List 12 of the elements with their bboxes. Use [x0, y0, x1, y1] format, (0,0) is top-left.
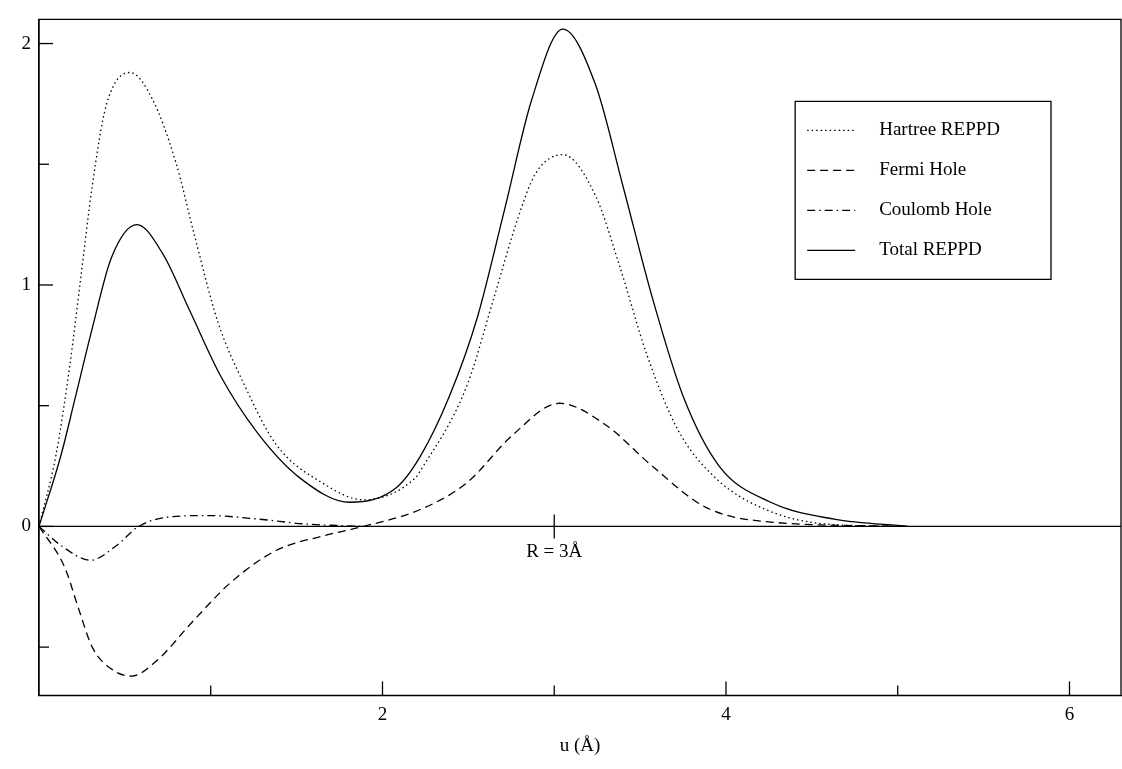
x-tick-label: 2	[377, 702, 388, 724]
x-tick-label: 4	[721, 702, 732, 724]
x-axis-title: u (Å)	[559, 733, 601, 756]
x-tick-label: 6	[1064, 702, 1075, 724]
legend-label: Coulomb Hole	[879, 198, 992, 220]
legend-label: Total REPPD	[879, 238, 982, 260]
y-tick-label: 1	[21, 272, 31, 294]
annotation: R = 3Å	[526, 539, 583, 561]
y-tick-label: 0	[21, 514, 31, 536]
legend-label: Fermi Hole	[879, 158, 967, 180]
y-tick-label: 2	[21, 31, 31, 53]
legend-label: Hartree REPPD	[879, 118, 1001, 140]
